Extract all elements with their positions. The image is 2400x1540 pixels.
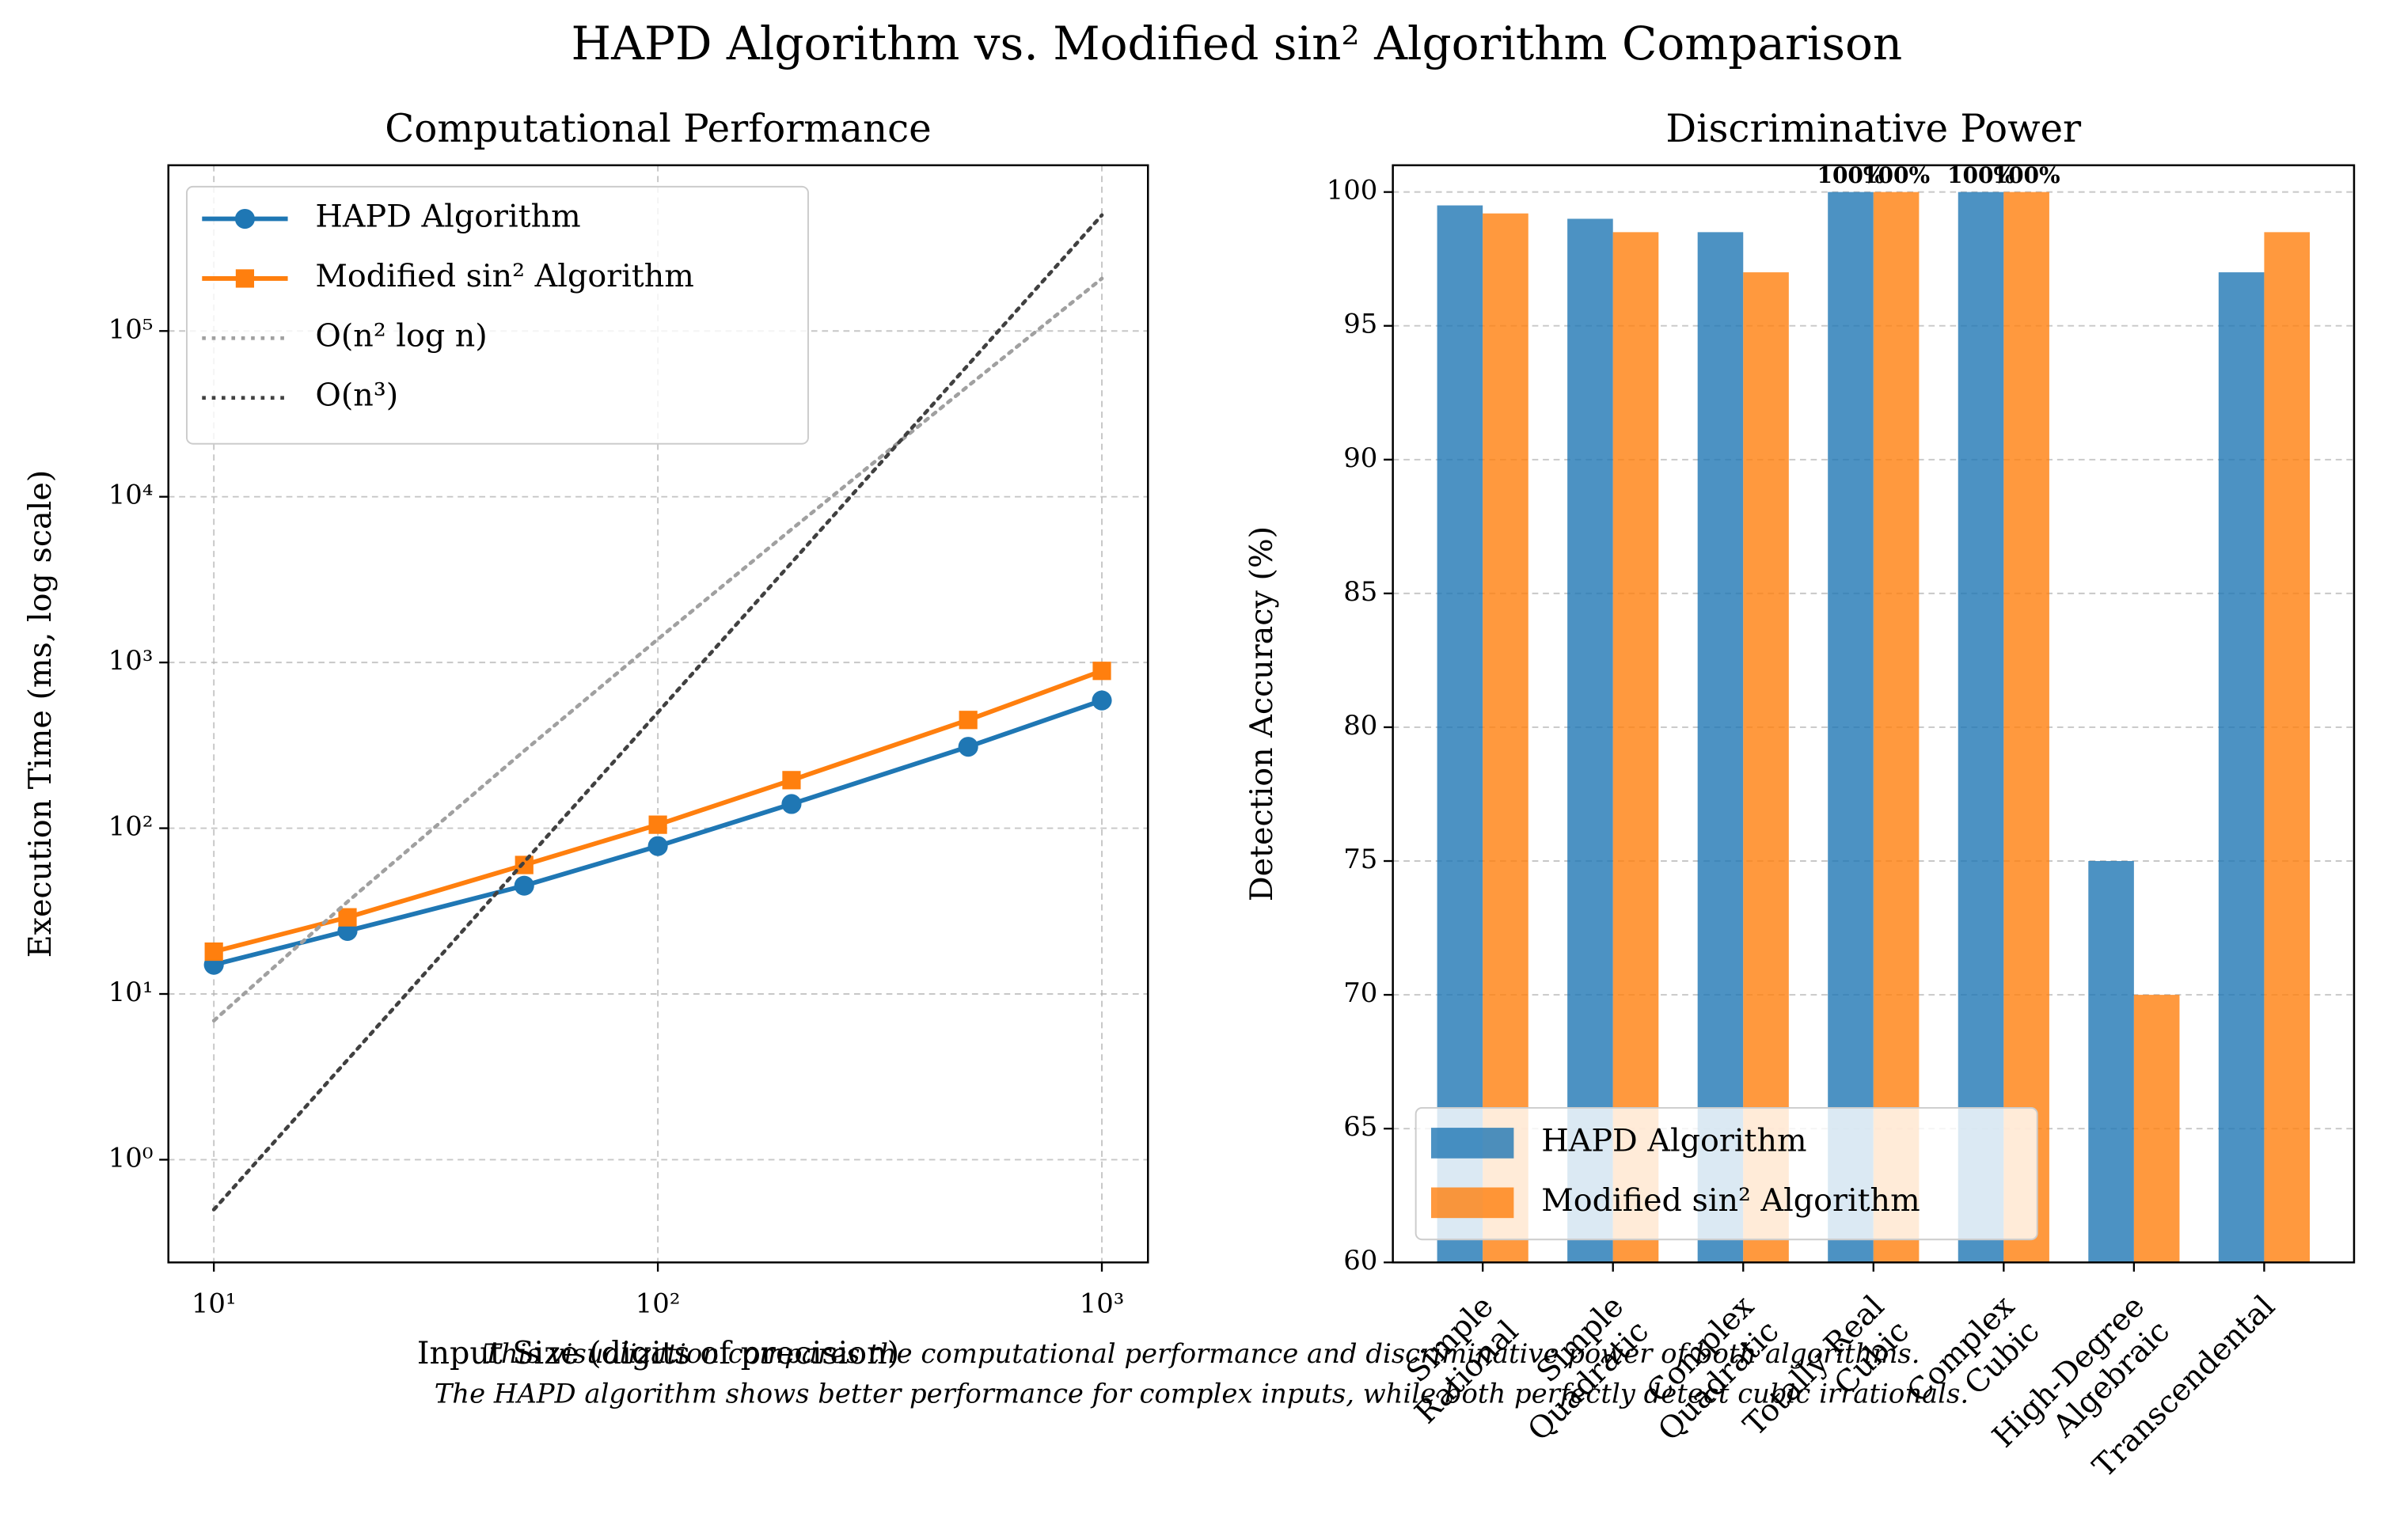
- y-tick-label: 10³: [108, 645, 154, 676]
- bar: [1873, 192, 1920, 1263]
- y-tick-label: 10¹: [108, 977, 154, 1007]
- value-label: 100%: [1993, 162, 2060, 188]
- y-tick-label: 10⁵: [108, 313, 154, 344]
- legend-swatch: [1430, 1128, 1514, 1159]
- marker: [515, 855, 534, 874]
- bar: [1697, 232, 1744, 1263]
- y-tick-label: 75: [1343, 844, 1377, 874]
- value-label: 100%: [1947, 162, 2015, 188]
- value-label: 100%: [1863, 162, 1930, 188]
- bar: [1612, 232, 1659, 1263]
- y-tick-label: 70: [1343, 977, 1377, 1008]
- y-tick-label: 90: [1343, 442, 1377, 473]
- marker: [1092, 690, 1112, 711]
- y-tick-label: 10⁴: [108, 480, 154, 510]
- y-tick-label: 80: [1343, 710, 1377, 741]
- marker: [648, 815, 667, 834]
- figure-note: This visualization compares the computat…: [483, 1338, 1920, 1369]
- x-tick-label: 10³: [1080, 1288, 1125, 1318]
- legend-label: O(n³): [315, 377, 398, 414]
- chart-title: Computational Performance: [385, 107, 932, 151]
- y-axis-label: Detection Accuracy (%): [1244, 526, 1280, 901]
- legend-label: HAPD Algorithm: [1541, 1122, 1806, 1159]
- bar: [1437, 205, 1483, 1263]
- series-line: [211, 213, 1104, 1212]
- plot-frame: [1392, 164, 2356, 1264]
- y-tick-label: 10⁰: [108, 1142, 154, 1173]
- bar: [1743, 272, 1789, 1263]
- legend: HAPD Algorithm Modified sin² Algorithm: [1415, 1106, 2038, 1241]
- figure-note: The HAPD algorithm shows better performa…: [435, 1378, 1969, 1409]
- bar: [2133, 995, 2180, 1263]
- bar: [1958, 192, 2004, 1263]
- x-tick-label: 10¹: [192, 1288, 237, 1318]
- legend-frame: [185, 185, 809, 445]
- marker: [782, 771, 801, 790]
- y-tick-label: 100: [1327, 175, 1378, 206]
- marker: [958, 737, 978, 757]
- y-tick-label: 95: [1343, 309, 1377, 339]
- figure-title: HAPD Algorithm vs. Modified sin² Algorit…: [572, 17, 1903, 70]
- bar: [2264, 232, 2311, 1263]
- marker: [1092, 662, 1111, 681]
- chart-title: Discriminative Power: [1665, 107, 2082, 151]
- marker: [514, 875, 534, 896]
- legend-label: HAPD Algorithm: [315, 199, 580, 235]
- x-axis-label: Input Size (digits of precision): [417, 1335, 899, 1371]
- legend-frame: [1415, 1106, 2038, 1241]
- bar: [1828, 192, 1874, 1263]
- x-tick-label: 10²: [636, 1288, 681, 1318]
- marker: [338, 908, 357, 927]
- y-tick-label: 60: [1343, 1245, 1377, 1276]
- y-axis-label: Execution Time (ms, log scale): [22, 470, 59, 958]
- marker: [781, 794, 802, 814]
- legend-label: O(n² log n): [315, 317, 487, 354]
- y-tick-label: 10²: [108, 811, 154, 842]
- bar: [2218, 272, 2265, 1263]
- legend-marker: [235, 269, 255, 288]
- bar: [2003, 192, 2049, 1263]
- y-tick-label: 65: [1343, 1111, 1377, 1142]
- bar: [2088, 861, 2134, 1263]
- y-tick-label: 85: [1343, 576, 1377, 607]
- marker: [204, 942, 223, 962]
- legend-swatch: [1430, 1187, 1514, 1219]
- bar: [1483, 213, 1528, 1263]
- legend: HAPD Algorithm Modified sin² Algorithm O(n…: [185, 185, 809, 445]
- legend-label: Modified sin² Algorithm: [1541, 1182, 1920, 1219]
- legend-label: Modified sin² Algorithm: [315, 258, 693, 294]
- marker: [959, 711, 978, 730]
- bar: [1567, 218, 1613, 1263]
- plot-frame: [167, 164, 1149, 1264]
- legend-marker: [234, 208, 255, 229]
- marker: [647, 836, 668, 856]
- series-line: [211, 276, 1104, 1023]
- value-label: 100%: [1817, 162, 1884, 188]
